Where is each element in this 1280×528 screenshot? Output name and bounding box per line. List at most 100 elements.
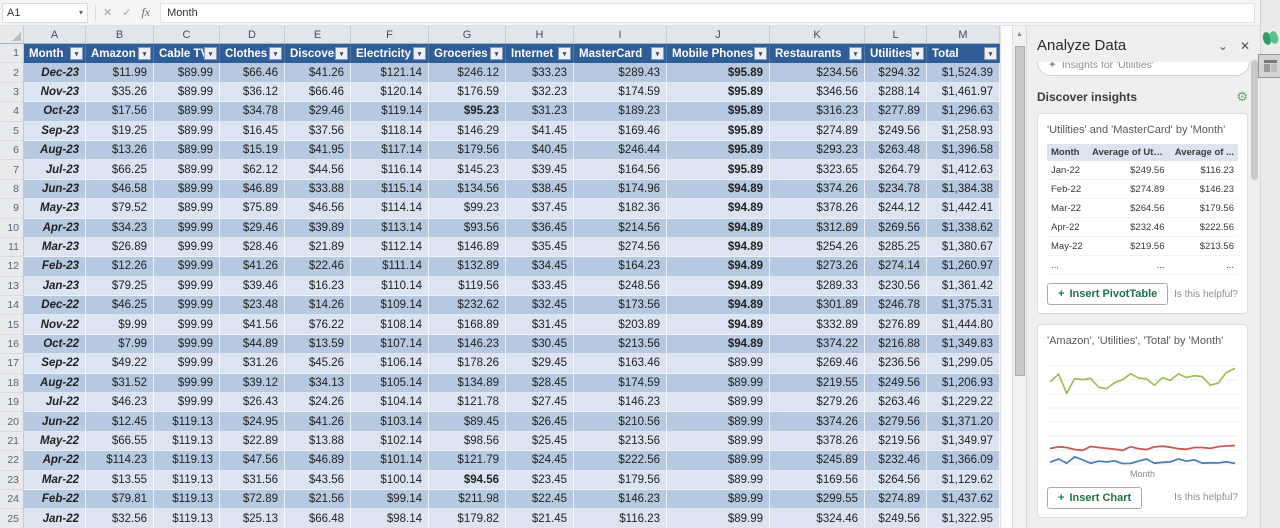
cell[interactable]: $346.56 [770,82,865,103]
cell[interactable]: $99.99 [154,257,220,277]
cell[interactable]: $103.14 [351,412,429,432]
cell[interactable]: $274.56 [574,237,667,258]
name-box-dropdown-icon[interactable]: ▾ [78,8,83,17]
row-header[interactable]: 24 [0,489,24,510]
row-header[interactable]: 25 [0,509,24,528]
cell[interactable]: $169.56 [770,470,865,490]
cell[interactable]: $66.55 [86,431,154,452]
cell[interactable]: $29.46 [285,102,351,122]
cell[interactable]: $1,229.22 [927,393,1000,413]
cell[interactable]: $316.23 [770,102,865,122]
cell[interactable]: $40.45 [506,140,574,161]
cell[interactable]: $66.46 [285,82,351,103]
column-header-E[interactable]: E [285,26,351,43]
cell[interactable]: $34.23 [86,218,154,238]
cell[interactable]: $134.56 [429,179,506,200]
cell[interactable]: $98.56 [429,431,506,452]
cell[interactable]: $249.56 [865,373,927,394]
row-header[interactable]: 18 [0,373,24,394]
row-header[interactable]: 4 [0,102,24,122]
cell[interactable]: $99.99 [154,237,220,258]
row-header[interactable]: 8 [0,179,24,200]
cell[interactable]: $213.56 [574,431,667,452]
cell[interactable]: $279.56 [865,412,927,432]
cell[interactable]: $23.48 [220,296,285,316]
cell[interactable]: $41.26 [285,63,351,83]
cell[interactable]: $179.82 [429,509,506,528]
cell[interactable]: $114.14 [351,199,429,219]
cell[interactable]: Apr-23 [24,218,86,238]
cell[interactable]: $1,366.09 [927,451,1000,471]
cell[interactable]: $11.99 [86,63,154,83]
cell[interactable]: $99.99 [154,218,220,238]
cell[interactable]: $12.26 [86,257,154,277]
cell[interactable]: $26.89 [86,237,154,258]
cell[interactable]: $99.99 [154,354,220,374]
cell[interactable]: $114.23 [86,451,154,471]
cell[interactable]: $35.26 [86,82,154,103]
cell[interactable]: $41.95 [285,140,351,161]
cell[interactable]: $94.89 [667,334,770,355]
table-header-cell[interactable]: MasterCard ▾ [574,44,667,64]
select-all-corner[interactable] [0,26,24,43]
cell[interactable]: Jan-23 [24,276,86,297]
cell[interactable]: $173.56 [574,296,667,316]
cell[interactable]: $31.52 [86,373,154,394]
column-header-G[interactable]: G [429,26,506,43]
cell[interactable]: $34.45 [506,257,574,277]
cell[interactable]: $49.22 [86,354,154,374]
cell[interactable]: $99.99 [154,334,220,355]
filter-dropdown-icon[interactable]: ▾ [138,47,151,61]
cell[interactable]: $244.12 [865,199,927,219]
cell[interactable]: $36.12 [220,82,285,103]
cell[interactable]: $378.26 [770,431,865,452]
cell[interactable]: $134.89 [429,373,506,394]
gear-icon[interactable]: ⚙ [1236,89,1248,104]
cell[interactable]: $119.14 [351,102,429,122]
cell[interactable]: $22.89 [220,431,285,452]
cell[interactable]: $269.56 [865,218,927,238]
cell[interactable]: $37.45 [506,199,574,219]
cell[interactable]: $289.43 [574,63,667,83]
cell[interactable]: $94.89 [667,218,770,238]
cell[interactable]: Jul-22 [24,393,86,413]
cell[interactable]: $41.26 [220,257,285,277]
cell[interactable]: $95.23 [429,102,506,122]
cell[interactable]: $24.95 [220,412,285,432]
cell[interactable]: $145.23 [429,160,506,180]
cell[interactable]: $89.99 [667,412,770,432]
cell[interactable]: $89.99 [154,179,220,200]
cell[interactable]: $146.89 [429,237,506,258]
cell[interactable]: $99.23 [429,199,506,219]
cell[interactable]: $116.23 [574,509,667,528]
cell[interactable]: $121.14 [351,63,429,83]
cell[interactable]: $182.36 [574,199,667,219]
cell[interactable]: $116.14 [351,160,429,180]
cell[interactable]: $119.13 [154,489,220,510]
cell[interactable]: $89.99 [667,489,770,510]
cell[interactable]: Mar-23 [24,237,86,258]
filter-dropdown-icon[interactable]: ▾ [413,47,426,61]
row-header[interactable]: 21 [0,431,24,452]
cell[interactable]: $95.89 [667,102,770,122]
cell[interactable]: $32.56 [86,509,154,528]
cell[interactable]: $289.33 [770,276,865,297]
cell[interactable]: $43.56 [285,470,351,490]
cell[interactable]: $76.22 [285,315,351,335]
name-box[interactable]: A1 ▾ [2,2,88,23]
cell[interactable]: $273.26 [770,257,865,277]
cell[interactable]: $66.25 [86,160,154,180]
cell[interactable]: $1,380.67 [927,237,1000,258]
cell[interactable]: $1,444.80 [927,315,1000,335]
cell[interactable]: $95.89 [667,140,770,161]
cell[interactable]: $232.62 [429,296,506,316]
cell[interactable]: $277.89 [865,102,927,122]
column-header-H[interactable]: H [506,26,574,43]
cell[interactable]: $94.89 [667,257,770,277]
cell[interactable]: $17.56 [86,102,154,122]
cell[interactable]: $1,129.62 [927,470,1000,490]
cell[interactable]: $299.55 [770,489,865,510]
cell[interactable]: $89.99 [667,431,770,452]
row-header[interactable]: 15 [0,315,24,335]
table-header-cell[interactable]: Total ▾ [927,44,1000,64]
